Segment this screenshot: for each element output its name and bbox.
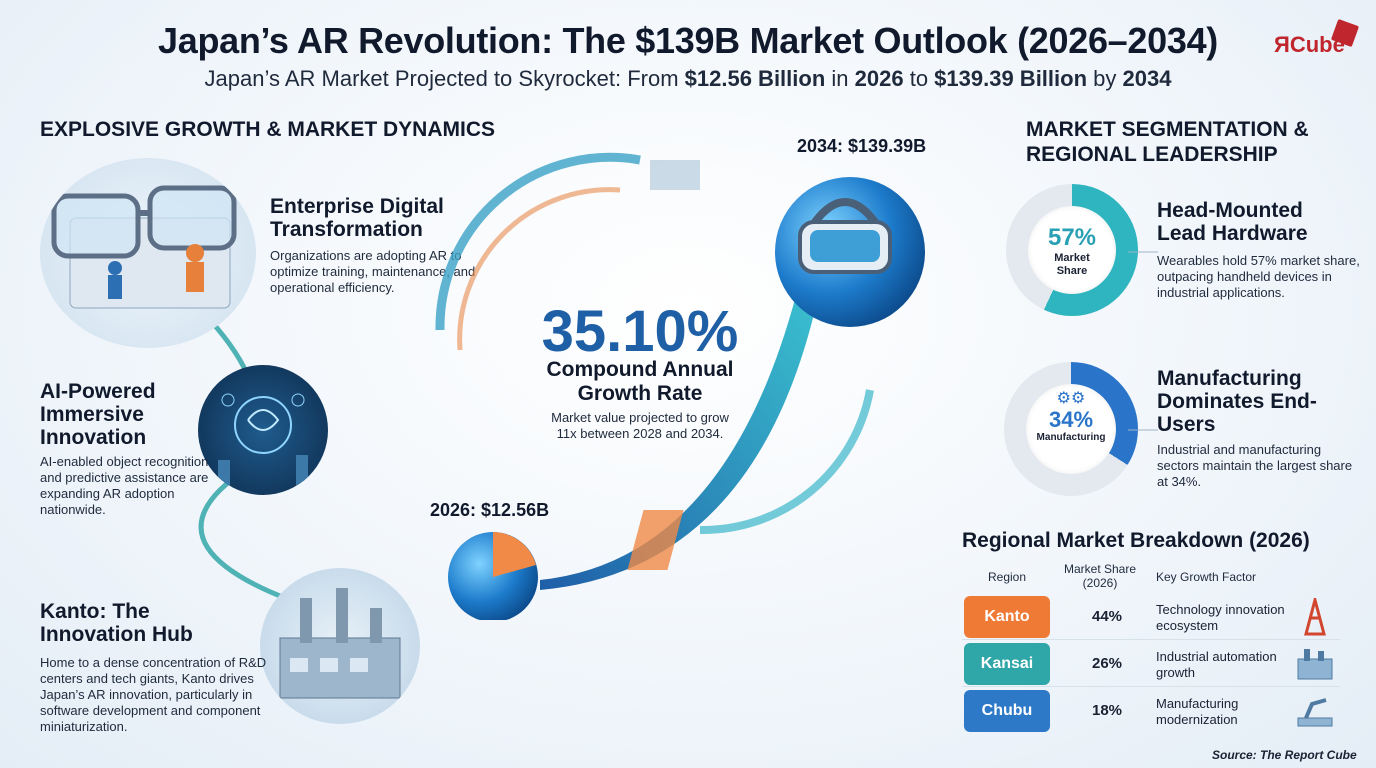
region-badge: Kansai bbox=[964, 643, 1050, 685]
subtitle-text: by bbox=[1087, 66, 1123, 91]
gears-icon: ⚙⚙ bbox=[1056, 390, 1086, 407]
segment-manufacturing-desc: Industrial and manufacturing sectors mai… bbox=[1157, 442, 1353, 489]
donut-center: ⚙⚙ 34% Manufacturing bbox=[1026, 384, 1116, 474]
growth-arc-graphic bbox=[435, 152, 925, 620]
vr-headset-icon bbox=[798, 198, 892, 274]
start-value-label: 2026: $12.56B bbox=[430, 500, 550, 520]
table-header-factor: Key Growth Factor bbox=[1156, 570, 1257, 584]
left-section-heading: EXPLOSIVE GROWTH & MARKET DYNAMICS bbox=[40, 118, 496, 141]
subtitle-end-year: 2034 bbox=[1122, 66, 1172, 91]
donut-percent: 34% bbox=[1048, 407, 1094, 432]
subtitle-text: to bbox=[903, 66, 935, 91]
right-section-heading: MARKET SEGMENTATION & REGIONAL LEADERSHI… bbox=[1026, 118, 1309, 166]
segment-manufacturing-title: Manufacturing Dominates End-Users bbox=[1157, 367, 1317, 436]
segment-hmd-title: Head-Mounted Lead Hardware bbox=[1157, 199, 1308, 245]
region-badge: Chubu bbox=[964, 690, 1050, 732]
region-share: 26% bbox=[1091, 655, 1123, 672]
manufacturing-share-donut: ⚙⚙ 34% Manufacturing bbox=[1004, 362, 1138, 496]
brain-icon bbox=[218, 393, 308, 490]
feature-ai-desc: AI-enabled object recognition and predic… bbox=[40, 454, 209, 517]
feature-enterprise-desc: Organizations are adopting AR to optimiz… bbox=[270, 248, 476, 295]
cagr-description: Market value projected to grow 11x betwe… bbox=[551, 410, 729, 441]
kanto-factory-illustration bbox=[260, 568, 420, 724]
feature-enterprise-title: Enterprise Digital Transformation bbox=[270, 195, 444, 241]
market-share-donut: 57% Market Share bbox=[1006, 184, 1138, 316]
donut-percent: 57% bbox=[1047, 224, 1097, 251]
tokyo-tower-icon bbox=[1304, 598, 1326, 636]
page-title: Japan’s AR Revolution: The $139B Market … bbox=[158, 20, 1218, 61]
ai-brain-illustration bbox=[198, 365, 328, 495]
source-note: Source: The Report Cube bbox=[1212, 748, 1357, 762]
enterprise-ar-illustration bbox=[40, 158, 256, 348]
region-factor: Manufacturing modernization bbox=[1156, 696, 1239, 727]
ar-glasses-icon bbox=[51, 185, 237, 309]
region-badge: Kanto bbox=[964, 596, 1050, 638]
subtitle-text: in bbox=[825, 66, 855, 91]
factory-icon bbox=[279, 588, 401, 699]
feature-kanto-desc: Home to a dense concentration of R&D cen… bbox=[40, 655, 267, 734]
logo-text: ЯCube bbox=[1274, 32, 1345, 57]
end-value-label: 2034: $139.39B bbox=[797, 136, 927, 156]
segment-hmd-desc: Wearables hold 57% market share, outpaci… bbox=[1157, 253, 1360, 300]
cagr-label: Compound Annual Growth Rate bbox=[546, 358, 734, 405]
connector-line bbox=[1128, 429, 1158, 431]
cagr-value: 35.10% bbox=[541, 299, 739, 364]
table-title: Regional Market Breakdown (2026) bbox=[962, 529, 1310, 552]
feature-kanto-title: Kanto: The Innovation Hub bbox=[40, 600, 193, 646]
factory-icon bbox=[1297, 649, 1333, 680]
table-row: Kanto 44% Technology innovation ecosyste… bbox=[962, 594, 1340, 640]
subtitle-start-value: $12.56 Billion bbox=[684, 66, 826, 91]
subtitle-text: Japan’s AR Market Projected to Skyrocket… bbox=[204, 66, 685, 91]
donut-label: Manufacturing bbox=[1036, 432, 1106, 443]
region-share: 44% bbox=[1091, 608, 1123, 625]
start-pie-slice bbox=[493, 532, 536, 577]
subtitle-end-value: $139.39 Billion bbox=[934, 66, 1088, 91]
region-factor: Industrial automation growth bbox=[1156, 649, 1277, 680]
region-share: 18% bbox=[1091, 702, 1123, 719]
table-header-share: Market Share (2026) bbox=[1063, 562, 1137, 590]
page-subtitle: Japan’s AR Market Projected to Skyrocket… bbox=[0, 66, 1376, 92]
brand-logo: ЯCube bbox=[1270, 18, 1360, 66]
connector-line bbox=[1128, 251, 1158, 253]
robot-arm-icon bbox=[1297, 698, 1333, 727]
table-header-region: Region bbox=[987, 570, 1027, 584]
table-row: Chubu 18% Manufacturing modernization bbox=[962, 688, 1340, 734]
region-factor: Technology innovation ecosystem bbox=[1156, 602, 1285, 633]
donut-center: 57% Market Share bbox=[1028, 206, 1116, 294]
donut-label: Market Share bbox=[1054, 252, 1090, 277]
feature-ai-title: AI-Powered Immersive Innovation bbox=[40, 380, 156, 449]
table-row: Kansai 26% Industrial automation growth bbox=[962, 641, 1340, 687]
subtitle-start-year: 2026 bbox=[854, 66, 904, 91]
